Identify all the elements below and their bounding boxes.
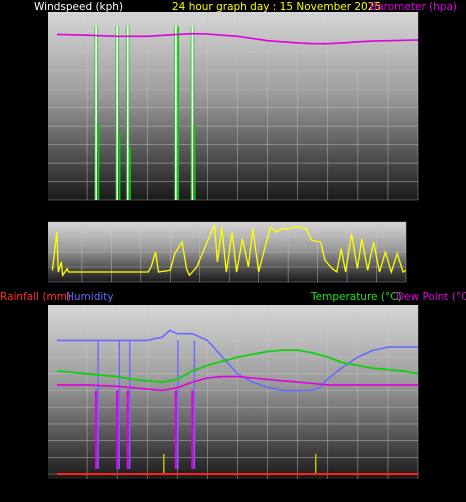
barometer-line [56, 32, 419, 45]
temperature-line [56, 349, 419, 384]
wind-axis-title: Windspeed (kph) [34, 1, 123, 13]
dew-axis-title: Dew Point (°C) [396, 291, 466, 303]
wind-baro-panel [48, 12, 419, 201]
chart-title: 24 hour graph day : 15 November 2025 [172, 1, 381, 13]
rain-humidity-temp-panel [48, 305, 419, 479]
rain-axis-title: Rainfall (mm) [0, 291, 71, 303]
baro-axis-title: Barometer (hpa) [370, 1, 457, 13]
temp-axis-title: Temperature (°C) [310, 291, 402, 303]
panel1-bg [48, 12, 418, 200]
wind-direction-panel [48, 221, 407, 283]
humidity-line [57, 329, 418, 392]
panel3-bg [48, 305, 418, 479]
wind-direction-line [51, 225, 407, 278]
dewpoint-line [57, 375, 418, 392]
humidity-axis-title: Humidity [66, 291, 114, 303]
